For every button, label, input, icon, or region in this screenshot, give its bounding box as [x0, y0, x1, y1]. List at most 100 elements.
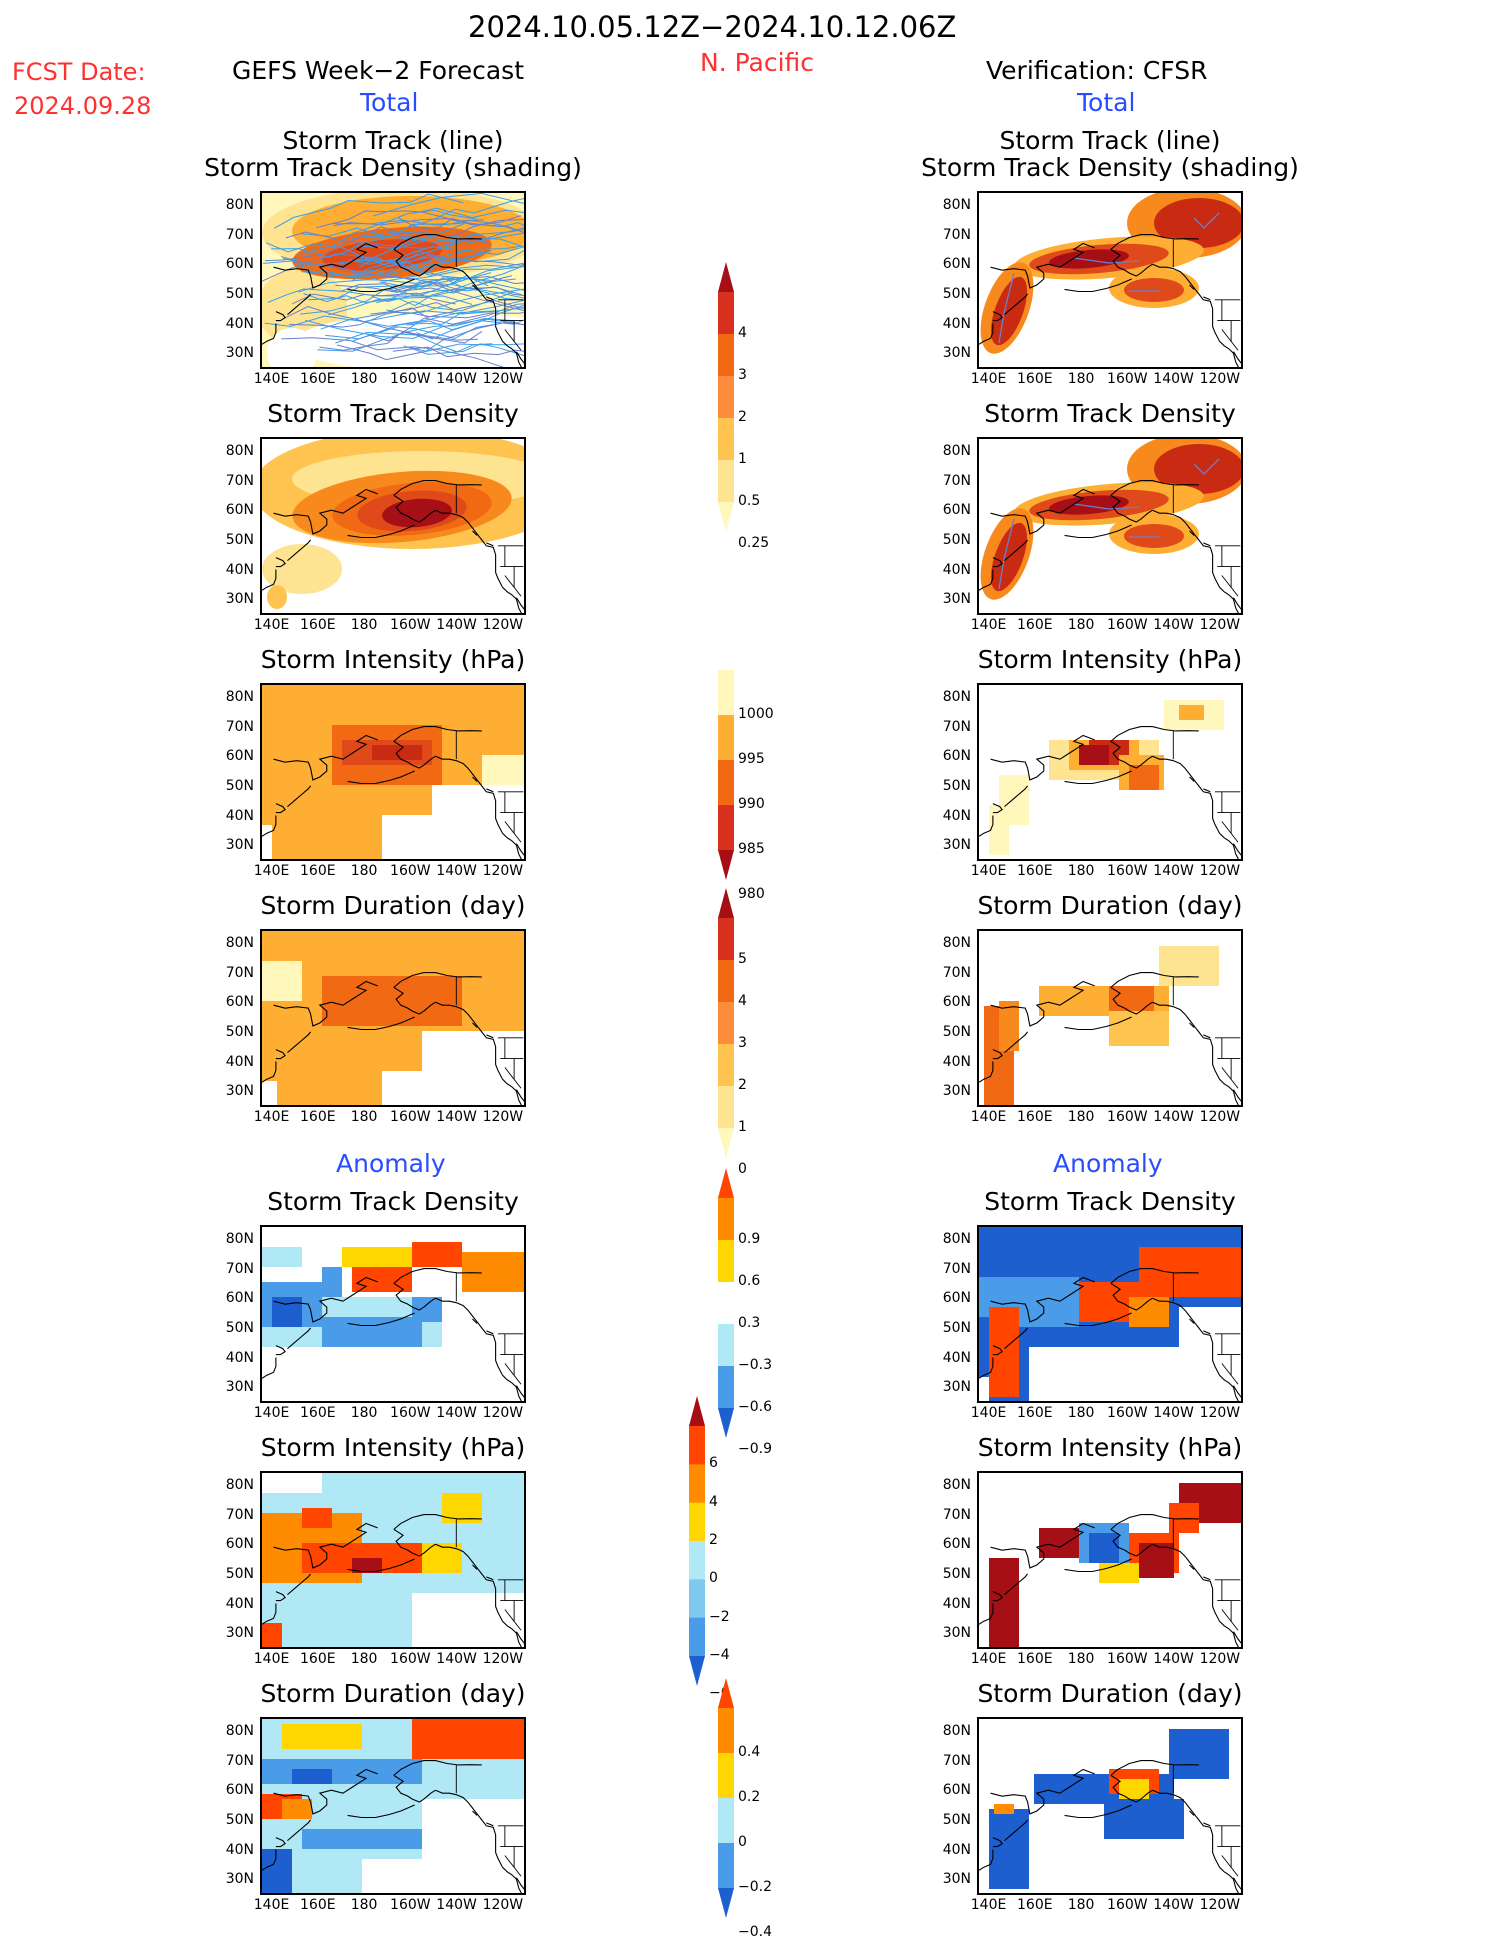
map-panel: [977, 1717, 1243, 1895]
coastline: [515, 597, 524, 610]
colorbar-label: 3: [738, 367, 747, 383]
x-tick-label: 160W: [390, 617, 431, 633]
map-panel: [260, 437, 526, 615]
coastline: [979, 1849, 994, 1871]
map-panel: [260, 683, 526, 861]
shade-cell: [1109, 986, 1154, 1011]
y-tick-label: 70N: [225, 1260, 254, 1277]
colorbar: [716, 888, 736, 1162]
storm-track-line: [284, 305, 478, 341]
colorbar-label: 0.25: [738, 535, 770, 551]
storm-track-line: [317, 317, 515, 352]
storm-track-line: [303, 278, 462, 304]
colorbar-swatch: [718, 1366, 734, 1409]
political-border: [504, 1855, 522, 1877]
y-tick-label: 50N: [942, 1811, 971, 1828]
coastline: [347, 770, 415, 785]
y-tick-label: 70N: [225, 226, 254, 243]
coastline: [273, 1276, 378, 1323]
colorbar: [687, 1396, 707, 1690]
coastline: [515, 843, 524, 856]
panel-title: Storm Intensity (hPa): [260, 1433, 526, 1462]
map-canvas: [262, 1473, 524, 1647]
x-tick-label: 180: [350, 1897, 378, 1913]
y-tick-label: 70N: [225, 964, 254, 981]
y-tick-label: 50N: [225, 285, 254, 302]
colorbar-label: 0.9: [738, 1231, 761, 1247]
x-tick-label: 160W: [390, 1109, 431, 1125]
region-title: N. Pacific: [700, 48, 815, 77]
political-border: [504, 1609, 522, 1631]
coastline: [347, 1016, 415, 1031]
storm-track-line: [298, 277, 492, 293]
storm-track-line: [262, 251, 457, 282]
colorbar-label: 2: [738, 1077, 747, 1093]
y-tick-label: 50N: [225, 1319, 254, 1336]
y-tick-label: 30N: [942, 1083, 971, 1100]
storm-track-line: [349, 258, 521, 276]
y-tick-label: 80N: [942, 934, 971, 951]
coastline: [1232, 1385, 1241, 1398]
shade-cell: [262, 1849, 292, 1893]
colorbar-swatch: [718, 1240, 734, 1283]
coastline: [1152, 1297, 1239, 1401]
coastline: [472, 1810, 478, 1816]
shade-cell: [412, 1593, 524, 1647]
colorbar-swatch: [689, 1541, 705, 1580]
colorbar-swatch: [718, 670, 734, 716]
shade-region: [1124, 524, 1184, 548]
shade-cell: [1179, 1307, 1241, 1401]
coastline: [1004, 293, 1029, 316]
x-tick-label: 140W: [1153, 1651, 1194, 1667]
panel-title: Storm Track (line) Storm Track Density (…: [204, 126, 582, 182]
x-tick-label: 160E: [300, 863, 336, 879]
fcst-date-label: FCST Date:: [12, 58, 146, 86]
coastline: [1189, 1022, 1195, 1028]
colorbar-swatch: [718, 1168, 734, 1198]
coastline: [486, 1330, 494, 1335]
x-tick-label: 140E: [970, 1109, 1007, 1125]
x-tick-label: 120W: [1199, 1405, 1241, 1421]
y-tick-label: 80N: [942, 1722, 971, 1739]
coastline: [1004, 1573, 1029, 1596]
colorbar-label: 1000: [738, 706, 774, 722]
colorbar-swatch: [718, 1843, 734, 1889]
colorbar-swatch: [718, 502, 734, 532]
x-tick-label: 120W: [1199, 617, 1241, 633]
colorbar-swatch: [718, 1678, 734, 1708]
x-tick-label: 140W: [1153, 863, 1194, 879]
coastline: [979, 1061, 994, 1083]
x-tick-label: 140E: [970, 1897, 1007, 1913]
x-tick-label: 160W: [1107, 617, 1148, 633]
x-tick-label: 120W: [1199, 1109, 1241, 1125]
shade-cell: [1159, 946, 1219, 986]
colorbar-swatch: [689, 1464, 705, 1504]
storm-track-line: [335, 331, 493, 353]
coastline: [1110, 1759, 1199, 1776]
shade-cell: [989, 805, 1009, 855]
shade-cell: [422, 1031, 524, 1105]
coastline: [275, 1049, 286, 1060]
coastline: [1004, 1327, 1029, 1350]
coastline: [1189, 1564, 1195, 1570]
panel-title: Storm Intensity (hPa): [260, 645, 526, 674]
x-tick-label: 140W: [436, 1651, 477, 1667]
political-border: [504, 1067, 522, 1089]
coastline: [435, 1001, 522, 1105]
y-tick-label: 80N: [225, 1230, 254, 1247]
colorbar-swatch: [689, 1502, 705, 1542]
storm-track-line: [298, 209, 477, 255]
shade-cell: [262, 825, 272, 859]
shade-cell: [989, 1307, 1019, 1397]
storm-track-line: [267, 288, 473, 305]
x-tick-label: 160W: [1107, 371, 1148, 387]
y-tick-label: 70N: [942, 472, 971, 489]
date-range-title: 2024.10.05.12Z−2024.10.12.06Z: [468, 10, 957, 44]
coastline: [275, 1837, 286, 1848]
x-tick-label: 180: [1067, 863, 1095, 879]
x-tick-label: 120W: [482, 1405, 524, 1421]
shade-cell: [1179, 705, 1204, 720]
coastline: [347, 1312, 415, 1327]
coastline: [1203, 788, 1211, 793]
coastline: [287, 1031, 312, 1054]
